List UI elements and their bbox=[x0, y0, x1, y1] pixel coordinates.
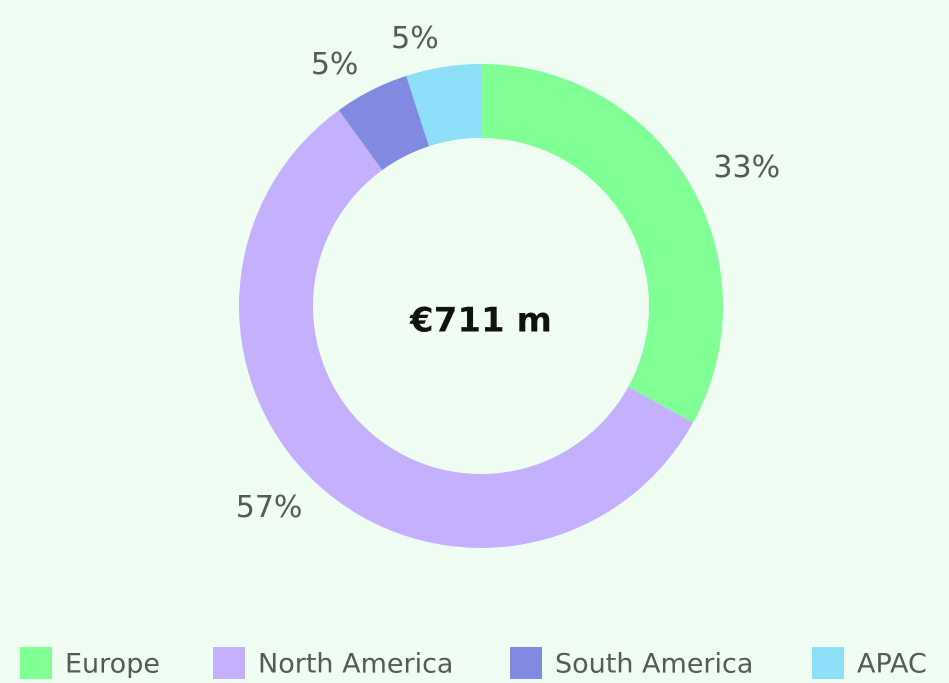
center-label: €711 m bbox=[409, 301, 552, 341]
value-label: 57% bbox=[236, 490, 303, 525]
value-label: 33% bbox=[713, 150, 780, 185]
donut-slice bbox=[338, 75, 430, 171]
legend-swatch bbox=[812, 647, 844, 679]
donut-slice bbox=[406, 64, 481, 147]
legend-swatch bbox=[510, 647, 542, 679]
legend-label: North America bbox=[258, 649, 453, 680]
legend-swatch bbox=[213, 647, 245, 679]
donut-slice bbox=[239, 110, 694, 548]
value-label: 5% bbox=[391, 21, 439, 56]
legend-swatch bbox=[20, 647, 52, 679]
value-label: 5% bbox=[311, 47, 359, 82]
legend-label: South America bbox=[555, 649, 753, 680]
legend-label: APAC bbox=[857, 649, 927, 680]
donut-slice bbox=[481, 64, 723, 423]
legend-label: Europe bbox=[65, 649, 160, 680]
